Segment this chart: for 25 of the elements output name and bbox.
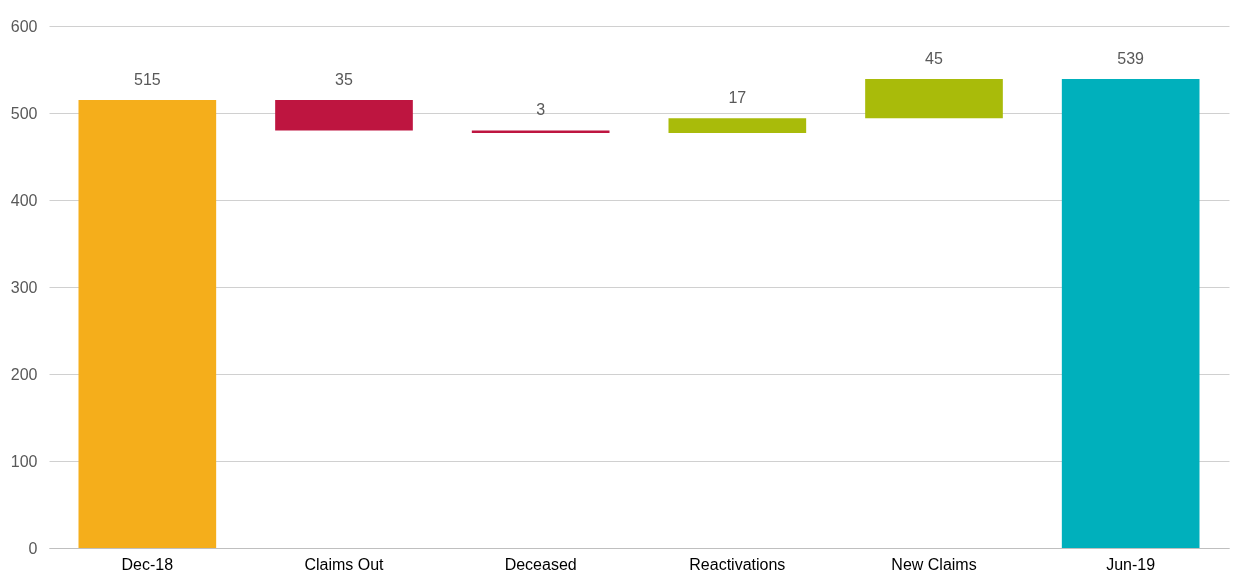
x-tick-label: Claims Out [304, 555, 385, 573]
bar [471, 130, 610, 134]
y-tick-label: 0 [28, 539, 38, 557]
y-tick-label: 500 [10, 104, 38, 122]
x-tick-label: Jun-19 [1106, 555, 1156, 573]
x-tick-label: Dec-18 [121, 555, 174, 573]
y-tick-label: 400 [10, 191, 38, 209]
bar [78, 99, 217, 548]
y-tick-label: 600 [10, 17, 38, 35]
bar [668, 118, 807, 134]
y-tick-label: 200 [10, 365, 38, 383]
x-tick-label: Deceased [504, 555, 577, 573]
data-label: 17 [728, 89, 747, 107]
x-tick-label: New Claims [891, 555, 977, 573]
data-label: 3 [536, 101, 546, 119]
data-label: 45 [925, 50, 943, 68]
data-label: 35 [335, 70, 353, 88]
bar [275, 99, 413, 131]
bar [865, 79, 1003, 119]
y-tick-label: 300 [10, 278, 38, 296]
bar [1061, 79, 1200, 548]
y-tick-label: 100 [10, 452, 38, 470]
data-label: 515 [133, 70, 161, 88]
data-label: 539 [1117, 50, 1145, 68]
x-tick-label: Reactivations [689, 555, 786, 573]
